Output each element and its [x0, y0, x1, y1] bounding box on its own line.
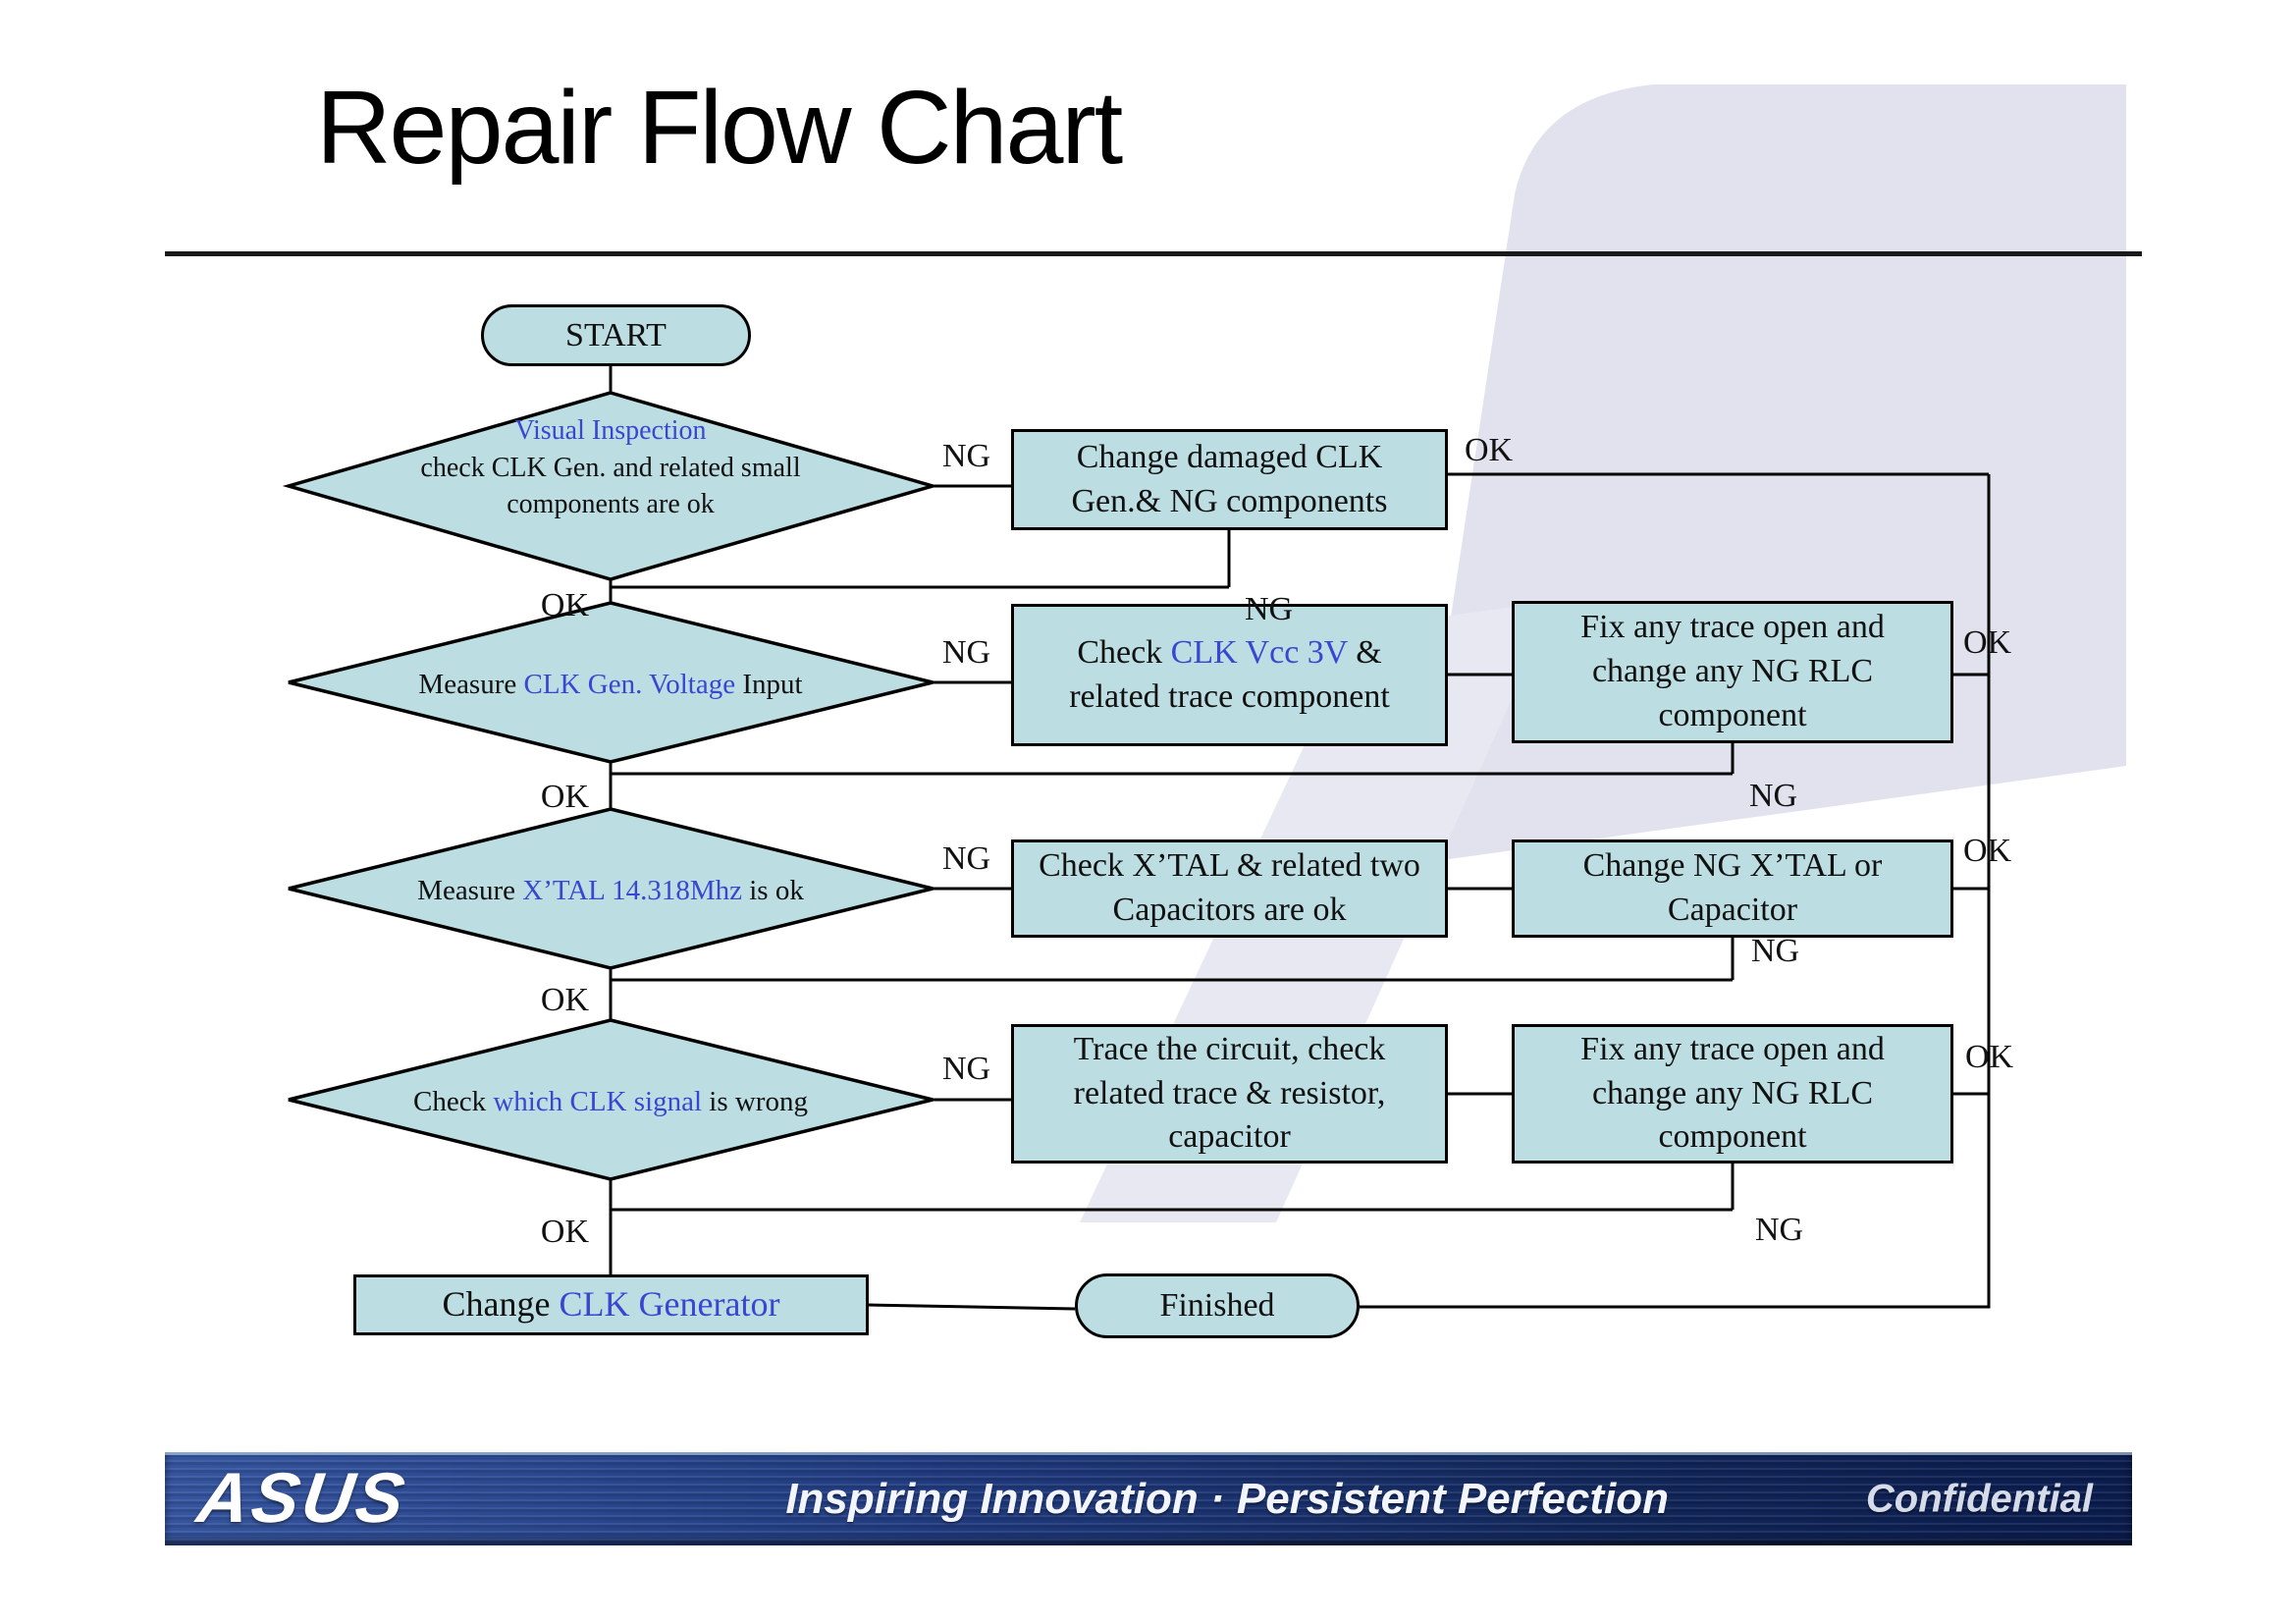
- process-check-xtal-capacitors-label: Check X’TAL & related two Capacitors are…: [1039, 847, 1420, 928]
- process-fix-trace-rlc-1: Fix any trace open and change any NG RLC…: [1512, 601, 1953, 743]
- process-trace-circuit-label: Trace the circuit, check related trace &…: [1073, 1030, 1386, 1156]
- start-node: START: [481, 304, 751, 366]
- edge-label-ok-d2: OK: [540, 779, 589, 815]
- footer-bar: ASUS Inspiring Innovation · Persistent P…: [165, 1452, 2132, 1545]
- process-fix-trace-rlc-2-label: Fix any trace open and change any NG RLC…: [1580, 1030, 1885, 1156]
- edge-label-ng-d3: NG: [942, 840, 991, 877]
- process-check-clk-vcc: Check CLK Vcc 3V & related trace compone…: [1011, 604, 1448, 746]
- decision-visual-inspection-text: Visual Inspection check CLK Gen. and rel…: [375, 412, 846, 523]
- process-change-ng-xtal: Change NG X’TAL or Capacitor: [1512, 839, 1953, 938]
- confidential-label: Confidential: [1865, 1477, 2093, 1520]
- decision-measure-xtal-shape: [288, 807, 934, 970]
- finished-node: Finished: [1075, 1273, 1360, 1338]
- decision-measure-voltage-text: Measure CLK Gen. Voltage Input: [418, 669, 803, 700]
- edge-label-ng-d2: NG: [942, 634, 991, 671]
- edge-label-ng-loop3: NG: [1751, 933, 1800, 969]
- start-label: START: [565, 316, 667, 353]
- decision-measure-voltage-shape: [288, 601, 934, 764]
- decision-visual-inspection-line2: check CLK Gen. and related small compone…: [420, 452, 801, 520]
- process-check-clk-vcc-label: Check CLK Vcc 3V & related trace compone…: [1069, 633, 1390, 715]
- edge-label-ng-d1: NG: [942, 438, 991, 474]
- edge-label-ok-d1: OK: [540, 587, 589, 623]
- title-divider: [165, 251, 2142, 256]
- decision-visual-inspection-line1: Visual Inspection: [514, 415, 707, 446]
- decision-visual-inspection-shape: [282, 391, 939, 581]
- asus-logo: ASUS: [192, 1459, 412, 1538]
- edge-label-ok-b1: OK: [1465, 432, 1514, 468]
- edge-label-ok-b5: OK: [1963, 833, 2012, 869]
- edge-label-ng-loop1: NG: [1245, 591, 1294, 627]
- process-change-ng-xtal-label: Change NG X’TAL or Capacitor: [1582, 847, 1883, 928]
- decision-check-clk-signal-text: Check which CLK signal is wrong: [413, 1086, 808, 1117]
- edge-label-ng-loop4: NG: [1755, 1212, 1804, 1248]
- process-fix-trace-rlc-2: Fix any trace open and change any NG RLC…: [1512, 1024, 1953, 1164]
- edge-label-ng-loop2: NG: [1749, 778, 1798, 814]
- page-title: Repair Flow Chart: [316, 70, 1123, 186]
- edge-label-ok-b7: OK: [1965, 1039, 2014, 1075]
- process-trace-circuit: Trace the circuit, check related trace &…: [1011, 1024, 1448, 1164]
- edge-label-ok-d4: OK: [540, 1214, 589, 1250]
- process-check-xtal-capacitors: Check X’TAL & related two Capacitors are…: [1011, 839, 1448, 938]
- process-change-clk-generator: Change CLK Generator: [353, 1274, 869, 1335]
- decision-measure-xtal-text: Measure X’TAL 14.318Mhz is ok: [417, 875, 804, 906]
- decision-check-clk-signal-shape: [288, 1018, 934, 1181]
- process-change-damaged-clk-label: Change damaged CLK Gen.& NG components: [1071, 438, 1388, 519]
- process-change-clk-generator-label: Change CLK Generator: [442, 1284, 780, 1325]
- finished-label: Finished: [1159, 1287, 1275, 1324]
- footer-slogan: Inspiring Innovation · Persistent Perfec…: [785, 1474, 1669, 1523]
- process-fix-trace-rlc-1-label: Fix any trace open and change any NG RLC…: [1580, 609, 1885, 733]
- process-change-damaged-clk: Change damaged CLK Gen.& NG components: [1011, 429, 1448, 530]
- edge-label-ng-d4: NG: [942, 1051, 991, 1087]
- edge-label-ok-b3: OK: [1963, 624, 2012, 661]
- edge-label-ok-d3: OK: [540, 982, 589, 1018]
- flow-connector-lines: [609, 366, 1991, 1311]
